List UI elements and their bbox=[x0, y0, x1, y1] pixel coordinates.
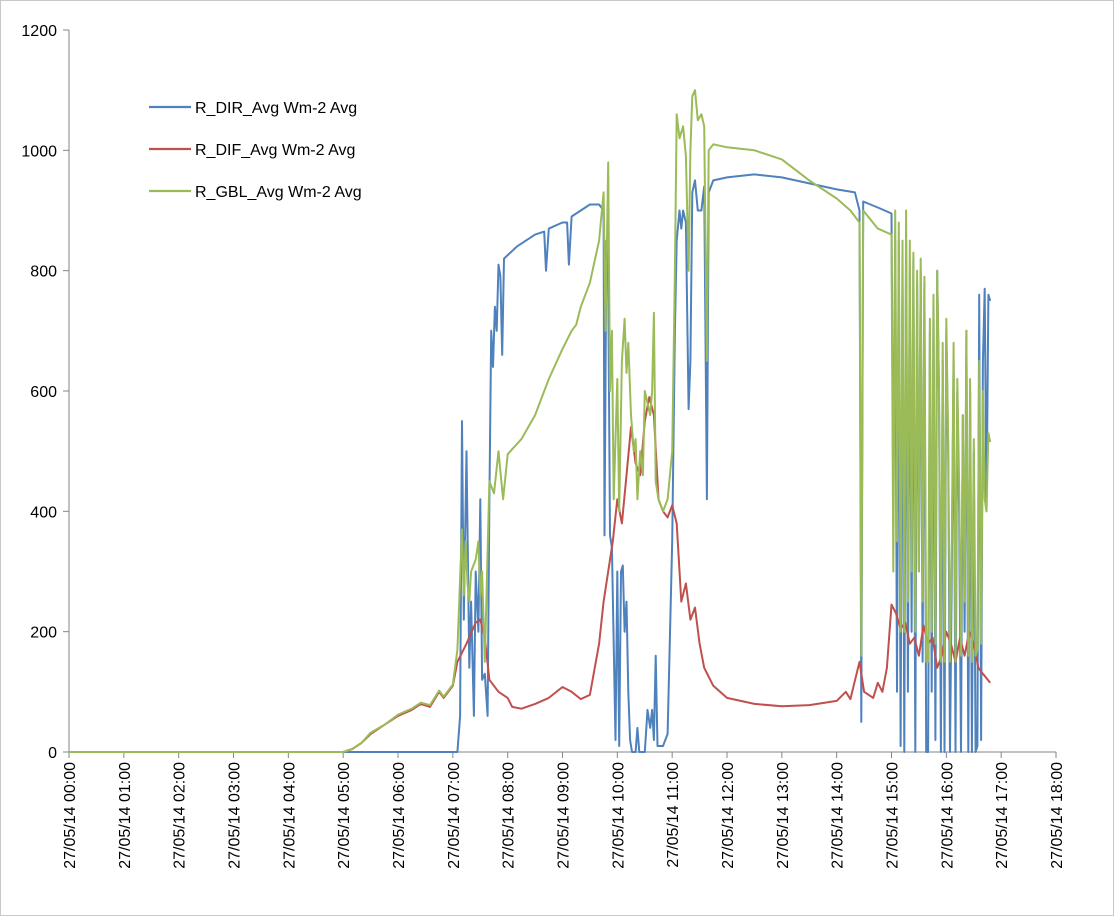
x-tick-label: 27/05/14 05:00 bbox=[336, 762, 353, 869]
x-tick-label: 27/05/14 13:00 bbox=[775, 762, 792, 869]
x-tick-label: 27/05/14 11:00 bbox=[665, 762, 682, 868]
x-tick-label: 27/05/14 17:00 bbox=[994, 762, 1011, 869]
y-tick-label: 1000 bbox=[21, 143, 57, 160]
x-tick-label: 27/05/14 06:00 bbox=[391, 762, 408, 869]
y-axis-ticks: 0 200 400 600 800 1000 1200 bbox=[21, 23, 69, 762]
x-axis-ticks: 27/05/14 00:00 27/05/14 01:00 27/05/14 02:… bbox=[62, 752, 1066, 869]
x-tick-label: 27/05/14 09:00 bbox=[556, 762, 573, 869]
x-tick-label: 27/05/14 07:00 bbox=[446, 762, 463, 869]
y-tick-label: 200 bbox=[30, 625, 57, 642]
series-line-2 bbox=[69, 396, 991, 753]
y-tick-label: 800 bbox=[30, 264, 57, 281]
x-tick-label: 27/05/14 18:00 bbox=[1049, 762, 1066, 869]
y-tick-label: 1200 bbox=[21, 23, 57, 40]
y-tick-label: 0 bbox=[48, 745, 57, 762]
x-tick-label: 27/05/14 02:00 bbox=[172, 762, 189, 869]
x-tick-label: 27/05/14 08:00 bbox=[501, 762, 518, 869]
x-tick-label: 27/05/14 00:00 bbox=[62, 762, 79, 869]
legend-label-2: R_DIF_Avg Wm-2 Avg bbox=[195, 142, 355, 159]
x-tick-label: 27/05/14 12:00 bbox=[720, 762, 737, 869]
x-tick-label: 27/05/14 03:00 bbox=[227, 762, 244, 869]
y-tick-label: 400 bbox=[30, 504, 57, 521]
data-series bbox=[69, 89, 992, 753]
series-line-1 bbox=[69, 173, 992, 753]
x-tick-label: 27/05/14 01:00 bbox=[117, 762, 134, 869]
x-tick-label: 27/05/14 16:00 bbox=[939, 762, 956, 869]
series-line-3 bbox=[69, 89, 992, 753]
legend: R_DIR_Avg Wm-2 Avg R_DIF_Avg Wm-2 Avg R_GB… bbox=[149, 100, 362, 201]
legend-label-1: R_DIR_Avg Wm-2 Avg bbox=[195, 100, 357, 117]
legend-label-3: R_GBL_Avg Wm-2 Avg bbox=[195, 184, 362, 201]
x-tick-label: 27/05/14 15:00 bbox=[885, 762, 902, 869]
y-tick-label: 600 bbox=[30, 384, 57, 401]
x-tick-label: 27/05/14 10:00 bbox=[610, 762, 627, 869]
x-tick-label: 27/05/14 14:00 bbox=[830, 762, 847, 869]
x-tick-label: 27/05/14 04:00 bbox=[281, 762, 298, 869]
